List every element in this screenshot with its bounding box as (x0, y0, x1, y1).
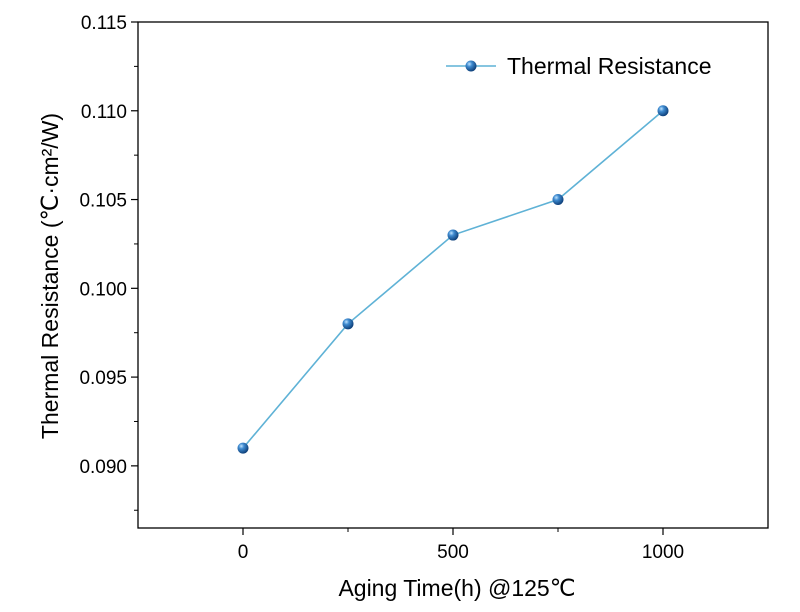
plot-frame (137, 21, 769, 529)
y-tick-label: 0.105 (79, 191, 127, 212)
x-axis-title: Aging Time(h) @125℃ (338, 575, 575, 601)
series-line (242, 110, 664, 449)
data-point (552, 194, 564, 206)
series-layer (237, 105, 669, 454)
y-tick-label: 0.100 (79, 279, 127, 300)
x-axis-ticks: 0 500 1000 (238, 528, 684, 563)
y-tick-label: 0.090 (79, 457, 127, 478)
y-axis-ticks: 0.090 0.095 0.100 0.105 0.110 0.115 (79, 13, 138, 511)
y-tick-label: 0.115 (81, 13, 127, 34)
data-point (447, 229, 459, 241)
legend: Thermal Resistance (446, 53, 712, 79)
data-point (342, 318, 354, 330)
data-point (657, 105, 669, 117)
x-tick-label: 500 (437, 542, 469, 563)
legend-label: Thermal Resistance (507, 53, 712, 79)
x-tick-label: 0 (238, 542, 249, 563)
x-tick-label: 1000 (642, 542, 684, 563)
y-tick-label: 0.095 (79, 368, 127, 389)
data-point (237, 442, 249, 454)
legend-marker (465, 60, 477, 72)
y-axis-title: Thermal Resistance (℃·cm²/W) (37, 113, 63, 439)
y-tick-label: 0.110 (81, 102, 127, 123)
